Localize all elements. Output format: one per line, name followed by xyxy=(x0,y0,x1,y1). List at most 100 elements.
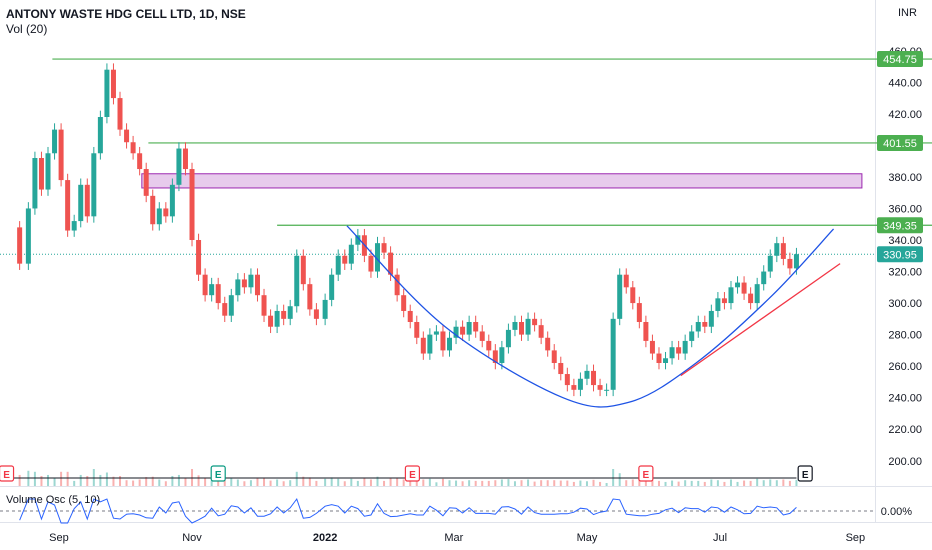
candle-body xyxy=(150,195,156,225)
volume-bar xyxy=(468,480,471,486)
candle-body xyxy=(329,274,335,300)
volume-bar xyxy=(487,480,490,486)
volume-bar xyxy=(171,476,174,486)
volume-bar xyxy=(507,479,510,486)
candle-body xyxy=(300,255,306,285)
candle-body xyxy=(682,340,688,354)
candle-body xyxy=(656,353,662,363)
candle-body xyxy=(571,385,577,390)
volume-bar xyxy=(40,476,43,486)
volume-bar xyxy=(47,474,50,486)
candle-body xyxy=(532,318,538,326)
candle-body xyxy=(447,337,453,351)
candle-body xyxy=(52,129,58,154)
candle-body xyxy=(702,322,708,327)
volume-bar xyxy=(782,479,785,486)
volume-bar xyxy=(435,482,438,486)
candle-body xyxy=(715,298,721,311)
volume-bar xyxy=(33,471,36,486)
candle-body xyxy=(584,370,590,379)
volume-bar xyxy=(599,481,602,486)
candle-body xyxy=(355,235,361,245)
volume-bar xyxy=(553,480,556,486)
volume-bar xyxy=(723,481,726,486)
candle-body xyxy=(394,274,400,296)
volume-bar xyxy=(605,483,608,486)
volume-bar xyxy=(736,481,739,486)
x-tick-label: Sep xyxy=(846,532,866,544)
volume-bar xyxy=(428,478,431,486)
supply-zone xyxy=(141,173,863,189)
volume-bar xyxy=(396,478,399,486)
volume-bar xyxy=(243,481,246,486)
volume-bar xyxy=(389,478,392,486)
volume-bar xyxy=(664,481,667,486)
candle-body xyxy=(787,258,793,269)
candle-body xyxy=(669,347,675,359)
volume-bar xyxy=(592,479,595,486)
candle-body xyxy=(473,322,479,332)
price-line-badge-label: 401.55 xyxy=(883,138,917,150)
candle-body xyxy=(793,254,799,269)
price-line-badge-label: 349.35 xyxy=(883,220,917,232)
candle-body xyxy=(97,117,103,154)
candle-body xyxy=(117,98,123,130)
volume-indicator-label[interactable]: Vol (20) xyxy=(6,22,48,36)
candle-body xyxy=(137,153,143,170)
volume-bar xyxy=(461,481,464,486)
candle-body xyxy=(466,322,472,335)
x-tick-label: 2022 xyxy=(313,532,337,544)
candle-body xyxy=(254,274,260,296)
candle-body xyxy=(774,243,780,256)
volume-bar xyxy=(697,480,700,486)
candle-body xyxy=(261,295,267,316)
candle-body xyxy=(335,255,341,275)
candle-body xyxy=(209,284,215,296)
last-price-badge-label: 330.95 xyxy=(883,249,917,261)
y-tick-label: 360.00 xyxy=(888,203,922,215)
candle-body xyxy=(486,340,492,351)
volume-bar xyxy=(330,477,333,486)
candle-body xyxy=(505,329,511,348)
candle-body xyxy=(143,169,149,196)
volume-bar xyxy=(125,480,128,486)
volume-bar xyxy=(500,479,503,486)
volume-bar xyxy=(112,476,115,486)
volume-bar xyxy=(651,480,654,486)
volume-bar xyxy=(295,471,298,486)
x-tick-label: Sep xyxy=(49,532,69,544)
volume-bar xyxy=(494,480,497,486)
volume-bar xyxy=(710,479,713,486)
candle-body xyxy=(202,274,208,296)
volume-bar xyxy=(441,478,444,486)
volume-bar xyxy=(350,478,353,486)
volume-bar xyxy=(540,480,543,486)
volume-bar xyxy=(132,480,135,486)
candle-body xyxy=(564,374,570,386)
candle-body xyxy=(420,337,426,354)
volume-bar xyxy=(474,480,477,486)
candle-body xyxy=(604,389,610,391)
candle-body xyxy=(689,331,695,341)
candle-body xyxy=(708,310,714,327)
candle-body xyxy=(591,370,597,386)
volume-bar xyxy=(566,480,569,486)
candle-body xyxy=(58,129,64,181)
volume-bar xyxy=(73,480,76,486)
candle-body xyxy=(124,129,130,143)
volume-bar xyxy=(788,480,791,486)
candle-body xyxy=(381,243,387,253)
candle-body xyxy=(294,255,300,307)
candle-body xyxy=(248,274,254,288)
volume-bar xyxy=(119,476,122,486)
volume-bar xyxy=(762,480,765,486)
volume-bar xyxy=(481,480,484,486)
candle-body xyxy=(235,279,241,296)
volume-oscillator-label[interactable]: Volume Osc (5, 10) xyxy=(6,494,101,506)
volume-bar xyxy=(684,480,687,486)
volume-bar xyxy=(236,479,239,486)
candle-body xyxy=(130,142,136,154)
volume-bar xyxy=(703,481,706,486)
